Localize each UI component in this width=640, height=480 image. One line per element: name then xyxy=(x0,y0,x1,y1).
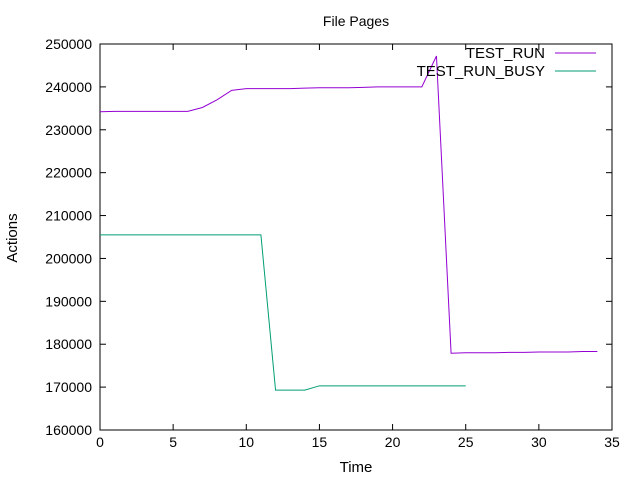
chart-title: File Pages xyxy=(323,13,389,29)
x-tick-label: 35 xyxy=(604,434,620,450)
y-tick-label: 190000 xyxy=(45,293,92,309)
y-tick-label: 180000 xyxy=(45,336,92,352)
y-tick-label: 210000 xyxy=(45,208,92,224)
x-tick-label: 25 xyxy=(458,434,474,450)
legend-label: TEST_RUN_BUSY xyxy=(417,63,545,80)
legend-label: TEST_RUN xyxy=(466,45,545,62)
series-layer xyxy=(99,55,598,391)
y-tick-label: 250000 xyxy=(45,36,92,52)
series-line-test-run xyxy=(99,55,598,354)
x-axis: 0 5 10 15 20 25 30 35 xyxy=(96,44,620,450)
series-line-test-run-busy xyxy=(100,234,466,391)
plot-area xyxy=(99,43,613,431)
x-tick-label: 20 xyxy=(385,434,401,450)
x-tick-label: 30 xyxy=(531,434,547,450)
y-axis: 160000 170000 180000 190000 200000 210000 2200… xyxy=(45,36,612,438)
x-tick-label: 5 xyxy=(169,434,177,450)
plot-frame xyxy=(99,43,613,431)
y-tick-label: 240000 xyxy=(45,79,92,95)
x-tick-label: 15 xyxy=(312,434,328,450)
y-tick-label: 170000 xyxy=(45,379,92,395)
y-tick-label: 200000 xyxy=(45,250,92,266)
y-tick-label: 230000 xyxy=(45,122,92,138)
x-tick-label: 0 xyxy=(96,434,104,450)
y-tick-label: 160000 xyxy=(45,422,92,438)
y-axis-label: Actions xyxy=(4,213,21,262)
y-tick-label: 220000 xyxy=(45,165,92,181)
x-tick-label: 10 xyxy=(238,434,254,450)
x-axis-label: Time xyxy=(340,459,373,476)
